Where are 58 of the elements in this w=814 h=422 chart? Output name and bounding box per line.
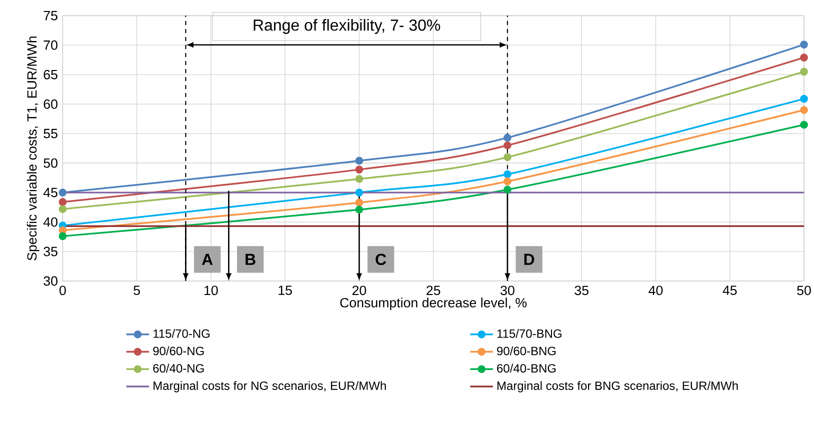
x-tick-label: 35	[574, 286, 588, 296]
x-tick-label: 10	[204, 286, 218, 296]
point	[355, 166, 364, 174]
annotation: A	[202, 254, 213, 265]
point	[800, 94, 808, 103]
x-tick-label: 5	[134, 286, 140, 296]
y-tick-label: 65	[44, 70, 58, 80]
point	[504, 186, 512, 194]
point	[355, 206, 364, 214]
legend-label: Marginal costs for BNG scenarios, EUR/MWh	[497, 381, 738, 392]
point	[800, 54, 808, 62]
point	[800, 40, 808, 48]
point	[800, 68, 808, 76]
x-tick-label: 50	[797, 286, 811, 296]
y-tick-label: 60	[44, 99, 58, 109]
annotation: B	[246, 254, 256, 265]
annotation: Range of flexibility, 7- 30%	[254, 19, 440, 34]
point	[800, 106, 808, 114]
x-tick-label: 15	[278, 286, 292, 296]
y-axis-title: Specific variable costs, T1, EUR/MWh	[26, 36, 40, 260]
point	[800, 120, 808, 129]
point	[355, 175, 364, 183]
legend-label: 115/70-NG	[154, 329, 210, 338]
y-tick-label: 75	[44, 11, 58, 20]
annotation: D	[524, 254, 534, 265]
x-tick-label: 30	[500, 286, 514, 296]
legend-label: 90/60-NG	[153, 346, 204, 356]
x-tick-label: 20	[352, 286, 366, 296]
point	[58, 205, 67, 214]
point	[504, 170, 512, 178]
point	[504, 141, 512, 150]
y-tick-label: 35	[44, 246, 58, 256]
x-tick-label: 45	[722, 286, 737, 296]
legend-label: 90/60-BNG	[497, 346, 556, 356]
point	[58, 198, 67, 206]
y-tick-label: 55	[44, 128, 58, 138]
legend-label: 115/70-BNG	[497, 329, 562, 338]
y-tick-label: 50	[44, 158, 58, 168]
point	[355, 156, 364, 165]
y-tick-label: 45	[43, 188, 58, 198]
point	[355, 188, 364, 196]
legend-label: 60/40-NG	[153, 364, 204, 373]
point	[504, 153, 512, 162]
y-tick-label: 40	[43, 217, 58, 227]
annotation: C	[376, 254, 386, 266]
point	[504, 177, 512, 186]
point	[504, 134, 512, 142]
point	[355, 198, 364, 207]
x-tick-label: 25	[426, 286, 440, 296]
point	[58, 188, 67, 196]
x-axis-title: Consumption decrease level, %	[340, 298, 527, 310]
x-tick-label: 0	[59, 286, 66, 296]
x-tick-label: 40	[648, 286, 663, 296]
y-tick-label: 70	[44, 40, 58, 50]
legend-label: 60/40-BNG	[497, 364, 556, 373]
legend-label: Marginal costs for NG scenarios, EUR/MWh	[154, 381, 386, 392]
point	[58, 232, 67, 240]
y-tick-label: 30	[44, 276, 58, 286]
